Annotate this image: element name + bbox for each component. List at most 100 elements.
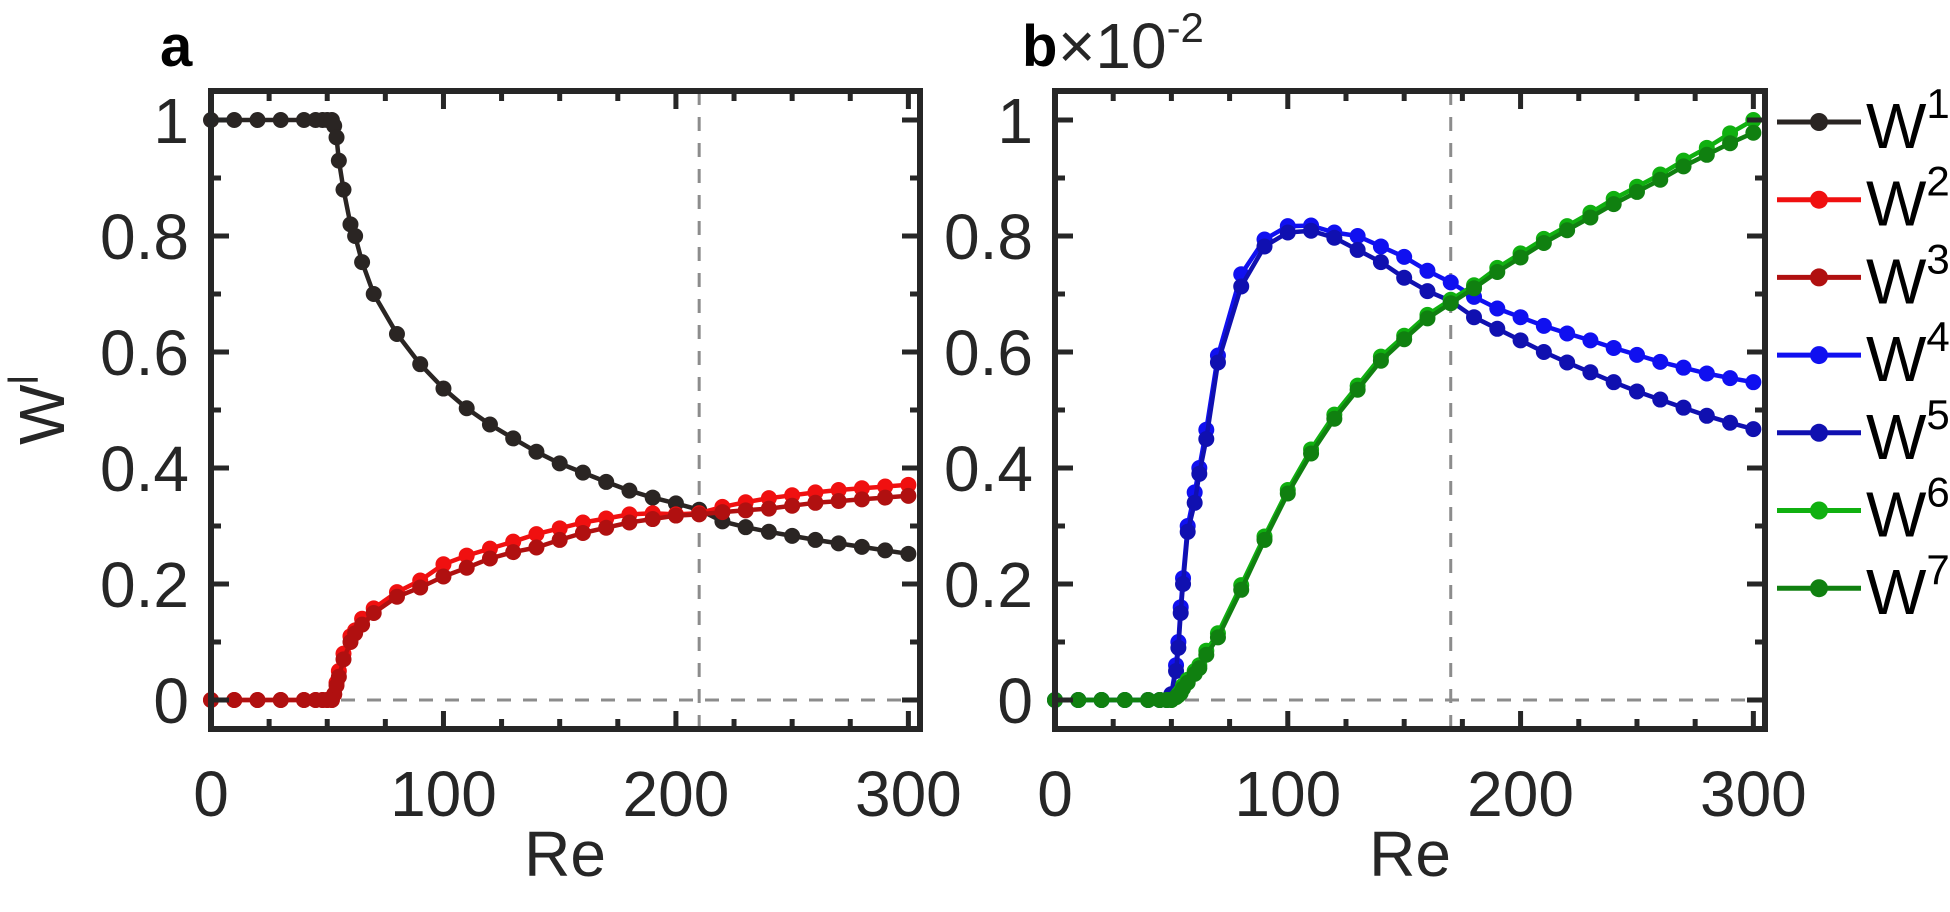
data-point: [1419, 283, 1436, 300]
data-point: [1140, 692, 1157, 708]
x-tick-label: 300: [1700, 758, 1807, 830]
series-line-w1: [211, 117, 909, 557]
data-point: [807, 494, 824, 511]
data-point: [226, 112, 243, 128]
legend-label-superscript: 3: [1926, 235, 1949, 282]
panel-label-b: b: [1022, 14, 1057, 79]
data-point: [1628, 183, 1645, 200]
data-point: [226, 692, 243, 708]
data-point: [551, 455, 568, 472]
data-point: [1349, 241, 1366, 258]
data-point: [853, 538, 870, 555]
data-point: [1168, 663, 1185, 679]
data-point: [1628, 346, 1645, 363]
data-point: [1675, 158, 1692, 175]
data-point: [1186, 494, 1203, 511]
legend-label-superscript: 4: [1926, 313, 1949, 360]
y-tick-label: 0.4: [944, 433, 1033, 505]
data-point: [1093, 692, 1110, 708]
data-point: [1745, 374, 1762, 391]
data-point: [1559, 325, 1576, 342]
legend-marker: [1810, 113, 1828, 131]
data-point: [1512, 332, 1529, 349]
series-line-w6: [1055, 118, 1755, 703]
data-point: [1349, 228, 1366, 244]
data-point: [877, 489, 894, 506]
data-point: [1559, 354, 1576, 371]
data-point: [853, 491, 870, 508]
series-line-w4: [1055, 223, 1754, 703]
data-point: [272, 692, 289, 708]
y-multiplier-base: ×10: [1058, 10, 1167, 82]
data-point: [1512, 309, 1529, 326]
data-point: [1198, 646, 1215, 663]
x-tick-label: 200: [1467, 758, 1574, 830]
y-tick-label: 0: [153, 665, 189, 737]
data-point: [1372, 238, 1389, 255]
data-point: [295, 692, 312, 708]
data-point: [714, 504, 731, 521]
series-line-w2: [211, 482, 909, 703]
data-point: [737, 502, 754, 519]
data-point: [1698, 407, 1715, 424]
data-point: [435, 568, 452, 585]
data-point: [1256, 238, 1273, 255]
data-point: [1349, 381, 1366, 398]
data-point: [1419, 262, 1436, 279]
data-point: [435, 556, 452, 573]
legend-item-w2: W2: [1777, 158, 1950, 240]
legend-item-w7: W7: [1777, 546, 1950, 628]
panel-label-a: a: [160, 14, 193, 79]
data-point: [388, 588, 405, 605]
data-point: [295, 112, 312, 128]
data-point: [249, 112, 266, 128]
series-w7: [1047, 124, 1762, 708]
data-point: [1489, 263, 1506, 280]
legend-item-w3: W3: [1777, 235, 1950, 317]
data-point: [1745, 421, 1762, 438]
data-point: [1722, 370, 1739, 387]
data-point: [412, 356, 429, 373]
data-point: [691, 506, 708, 523]
data-point: [1605, 196, 1622, 213]
data-point: [1326, 410, 1343, 427]
data-point: [667, 495, 684, 512]
panel-a: 0 100 200 300 0 0.2 0.4 0.6 0.8 1: [100, 85, 962, 830]
legend-label: W7: [1866, 546, 1950, 628]
legend-label-superscript: 5: [1926, 391, 1949, 438]
data-point: [328, 129, 345, 146]
legend-label-base: W: [1866, 401, 1927, 473]
data-point: [1396, 269, 1413, 286]
x-tick-label: 100: [1234, 758, 1341, 830]
data-point: [354, 616, 371, 633]
legend-item-w4: W4: [1777, 313, 1950, 395]
legend-label: W4: [1866, 313, 1950, 395]
data-point: [1209, 354, 1226, 371]
data-point: [1396, 331, 1413, 348]
data-point: [435, 380, 452, 397]
data-point: [574, 524, 591, 541]
legend-label-superscript: 2: [1926, 158, 1949, 205]
data-point: [621, 482, 638, 499]
data-point: [1489, 300, 1506, 317]
data-point: [1698, 365, 1715, 382]
data-point: [574, 464, 591, 481]
x-axis-label-b: Re: [1369, 818, 1451, 890]
data-point: [1442, 274, 1459, 291]
data-point: [365, 605, 382, 621]
data-point: [330, 668, 347, 685]
y-tick-label: 0.8: [100, 201, 189, 273]
data-point: [598, 473, 615, 490]
legend-item-w6: W6: [1777, 469, 1950, 551]
legend-marker: [1810, 423, 1828, 442]
series-w3: [203, 487, 917, 708]
data-point: [1172, 605, 1189, 621]
data-point: [784, 527, 801, 544]
data-point: [458, 400, 475, 417]
y-axis-label-superscript: l: [0, 375, 47, 384]
legend-marker: [1810, 346, 1828, 365]
data-point: [1582, 209, 1599, 226]
data-point: [458, 547, 475, 564]
data-point: [528, 526, 545, 543]
data-point: [1191, 660, 1208, 677]
